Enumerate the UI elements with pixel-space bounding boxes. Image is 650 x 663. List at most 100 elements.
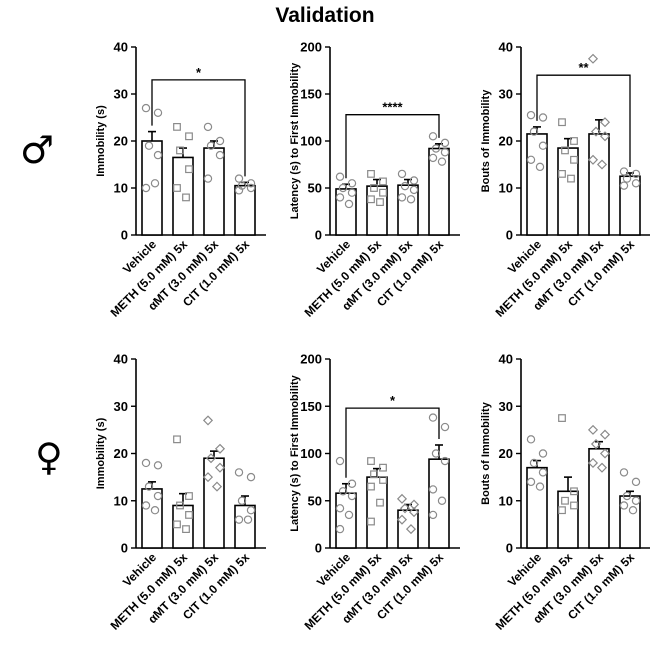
y-axis-label: Bouts of Immobility [480, 89, 492, 193]
data-point [596, 462, 608, 473]
data-point [335, 504, 345, 513]
bar [234, 504, 256, 549]
data-point [347, 188, 357, 197]
bar [588, 133, 610, 236]
data-point [431, 449, 441, 458]
y-axis-label: Latency (s) to First Immobility [289, 62, 301, 219]
data-point [535, 162, 545, 172]
data-point [234, 468, 244, 477]
data-point [211, 481, 223, 492]
significance-label: * [390, 393, 396, 408]
data-point [173, 520, 181, 529]
data-point [570, 137, 578, 145]
y-tick-label: 40 [499, 40, 513, 55]
data-point [182, 193, 190, 202]
data-point [558, 118, 566, 127]
data-point [428, 485, 438, 494]
data-point [400, 181, 410, 191]
y-axis-label: Bouts of Immobility [480, 401, 492, 505]
y-tick-label: 30 [114, 399, 128, 414]
significance-bracket [536, 74, 631, 167]
y-tick-label: 30 [499, 399, 513, 414]
bar [141, 140, 163, 236]
data-point [185, 511, 193, 519]
bar [335, 492, 357, 549]
y-tick-label: 20 [114, 446, 128, 461]
data-point [599, 117, 611, 128]
data-point [335, 193, 345, 202]
y-tick-label: 0 [315, 541, 322, 556]
data-point [203, 122, 213, 132]
y-tick-label: 50 [308, 493, 322, 508]
bar [366, 476, 388, 549]
significance-label: **** [382, 100, 403, 115]
data-point [409, 176, 419, 185]
data-point [526, 110, 536, 120]
data-point [587, 154, 599, 165]
significance-bracket [151, 79, 246, 177]
data-point [526, 435, 536, 444]
y-tick-label: 0 [315, 228, 322, 243]
data-point [335, 524, 345, 534]
y-tick-label: 20 [499, 134, 513, 149]
data-point [347, 479, 357, 488]
data-point [526, 477, 536, 487]
data-point [379, 188, 387, 197]
data-point [173, 184, 181, 192]
data-point [379, 476, 387, 484]
data-point [561, 496, 569, 505]
data-point [397, 193, 407, 202]
data-point [396, 514, 408, 525]
data-point [141, 103, 151, 113]
data-point [144, 141, 154, 150]
data-point [529, 458, 539, 468]
bar [234, 184, 256, 236]
data-point [344, 510, 354, 520]
data-point [628, 506, 638, 515]
data-point [153, 108, 163, 118]
data-point [214, 462, 226, 473]
data-point [246, 506, 256, 515]
data-point [399, 503, 411, 514]
data-point [558, 506, 566, 515]
data-point [409, 185, 419, 195]
data-point [234, 174, 244, 183]
data-point [173, 435, 181, 444]
data-point [141, 183, 151, 193]
bar [366, 185, 388, 236]
data-point [538, 468, 548, 477]
data-point [243, 515, 253, 524]
data-point [173, 122, 181, 131]
data-point [631, 179, 641, 188]
data-point [596, 159, 608, 170]
data-point [246, 472, 256, 482]
data-point [176, 501, 184, 510]
data-point [631, 169, 641, 179]
data-point [599, 429, 611, 440]
data-point [246, 179, 256, 188]
significance-bracket [345, 407, 440, 478]
data-point [202, 472, 214, 483]
data-point [144, 482, 154, 491]
data-point [367, 170, 375, 178]
data-point [367, 482, 375, 491]
data-point [206, 141, 216, 150]
data-point [397, 169, 407, 179]
data-point [567, 174, 575, 183]
bar [557, 147, 579, 236]
y-axis-label: Immobility (s) [95, 105, 107, 177]
data-point [428, 510, 438, 520]
chart-panel-2: 0 50 100 150 200 Latency (s) to First Immobil… [289, 40, 460, 320]
y-tick-label: 40 [499, 352, 513, 367]
data-point [376, 498, 384, 507]
data-point [535, 482, 545, 491]
data-point [237, 496, 247, 505]
data-point [406, 195, 416, 204]
y-tick-label: 40 [114, 40, 128, 55]
y-tick-label: 0 [121, 541, 128, 556]
data-point [176, 146, 184, 155]
data-point [141, 501, 151, 510]
data-point [538, 449, 548, 458]
data-point [587, 424, 599, 435]
